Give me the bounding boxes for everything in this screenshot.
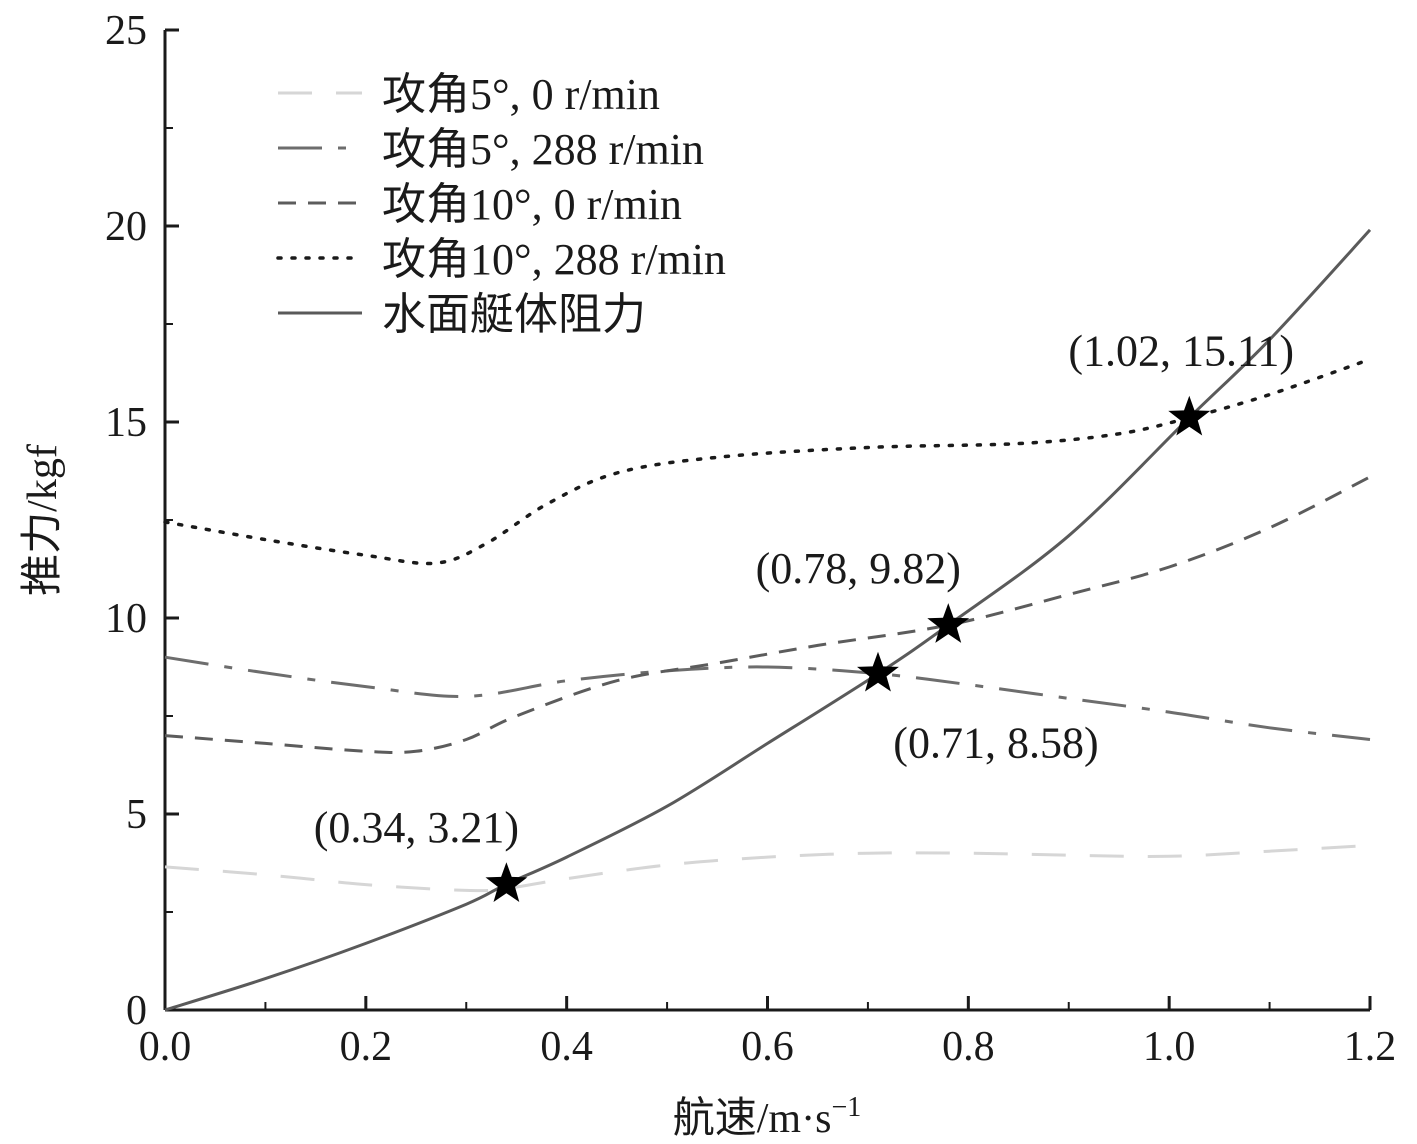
x-tick-label: 0.0 — [139, 1024, 192, 1070]
x-tick-label: 0.2 — [340, 1024, 393, 1070]
marker-annotation: (0.34, 3.21) — [314, 803, 519, 852]
x-axis-title-sup: −1 — [831, 1092, 861, 1123]
series-line-2 — [164, 655, 1371, 741]
series-line-4 — [163, 357, 1372, 566]
y-tick-label: 20 — [105, 204, 147, 250]
star-marker — [857, 651, 899, 692]
marker-annotation: (1.02, 15.11) — [1068, 327, 1294, 376]
ticks: 0.0 0.2 0.4 0.6 0.8 1.0 1.2 0 5 10 15 20 25 — [105, 8, 1396, 1070]
y-tick-label: 10 — [105, 596, 147, 642]
marker-layer: (0.34, 3.21) (0.71, 8.58) (0.78, 9.82) (1.0… — [314, 327, 1294, 902]
y-tick-label: 0 — [126, 988, 147, 1034]
legend-label-3: 攻角10°, 0 r/min — [382, 180, 682, 229]
legend-label-1: 攻角5°, 0 r/min — [382, 70, 660, 119]
star-marker — [485, 862, 528, 902]
x-axis-title: 航速/m·s−1 — [673, 1092, 861, 1142]
y-tick-label: 5 — [126, 792, 147, 838]
x-tick-label: 0.8 — [942, 1024, 995, 1070]
x-axis-title-main: 航速/m·s — [673, 1095, 832, 1142]
legend: 攻角5°, 0 r/min 攻角5°, 288 r/min 攻角10°, 0 r/m… — [276, 70, 726, 339]
x-tick-label: 1.0 — [1143, 1024, 1196, 1070]
axes — [163, 30, 1370, 1012]
marker-annotation: (0.78, 9.82) — [756, 544, 961, 593]
series-line-1 — [164, 843, 1371, 893]
y-axis-title: 推力/kgf — [20, 444, 66, 596]
star-marker — [927, 603, 970, 643]
y-tick-label: 25 — [105, 8, 147, 54]
series-line-3 — [164, 475, 1371, 754]
x-tick-label: 0.4 — [540, 1024, 593, 1070]
star-marker — [1168, 395, 1211, 436]
legend-label-4: 攻角10°, 288 r/min — [382, 235, 726, 284]
x-tick-label: 1.2 — [1344, 1024, 1397, 1070]
y-tick-label: 15 — [105, 400, 147, 446]
marker-annotation: (0.71, 8.58) — [893, 719, 1098, 768]
legend-label-2: 攻角5°, 288 r/min — [382, 125, 704, 174]
x-tick-label: 0.6 — [741, 1024, 794, 1070]
legend-label-5: 水面艇体阻力 — [382, 290, 646, 339]
